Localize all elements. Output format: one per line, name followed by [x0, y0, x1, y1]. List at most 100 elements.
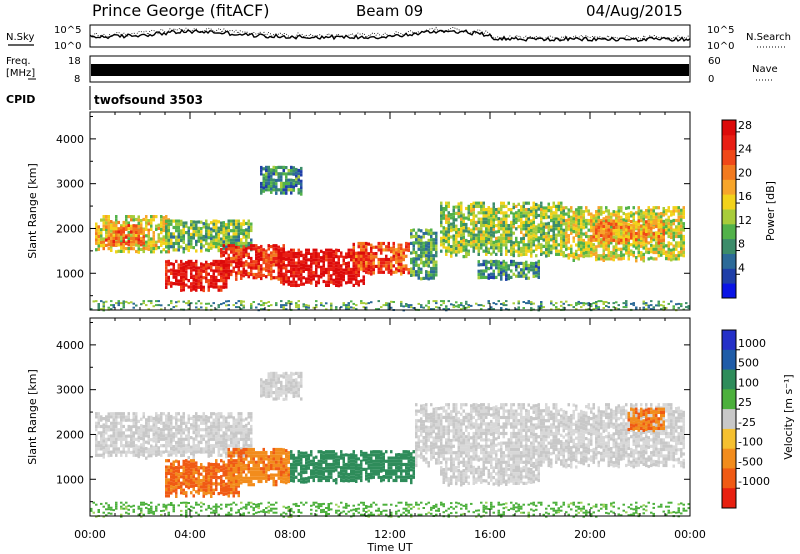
velocity-cell [115, 424, 118, 429]
velocity-cell [195, 444, 198, 448]
velocity-cell [210, 428, 213, 432]
power-cell [440, 300, 443, 303]
power-cell [602, 307, 605, 309]
velocity-cell [160, 421, 163, 425]
velocity-cell [225, 469, 228, 473]
power-cell [290, 267, 293, 271]
power-cell [222, 279, 225, 283]
power-cell [387, 302, 390, 305]
power-cell [330, 304, 333, 307]
power-cell [520, 224, 523, 228]
velocity-cell [100, 440, 103, 445]
power-cell [255, 250, 258, 254]
power-cell [592, 229, 595, 233]
power-cell [555, 306, 558, 309]
power-cell [282, 308, 285, 311]
power-cell [355, 308, 358, 311]
power-cell [577, 254, 580, 258]
power-cell [102, 307, 105, 310]
power-cell [680, 253, 683, 257]
power-cell [530, 301, 533, 304]
velocity-cell [185, 471, 188, 476]
power-cell [682, 250, 685, 255]
power-cell [472, 227, 475, 231]
power-cell [450, 251, 453, 255]
power-cell [292, 185, 295, 189]
power-cell [397, 262, 400, 266]
power-cell [140, 230, 143, 234]
power-cell [170, 281, 173, 285]
power-cell [150, 243, 153, 247]
power-cell [632, 244, 635, 248]
power-cell [572, 306, 575, 309]
power-cell [492, 234, 495, 238]
power-cell [672, 212, 675, 216]
power-cell [275, 185, 278, 189]
power-cell [217, 229, 220, 233]
power-cell [302, 263, 305, 267]
power-cell [315, 271, 318, 275]
power-cell [227, 229, 230, 233]
power-cell [235, 258, 238, 262]
velocity-cell [187, 479, 190, 483]
power-cell [225, 270, 228, 274]
power-cell [295, 264, 298, 268]
velocity-cell [155, 440, 158, 445]
power-cell [590, 219, 593, 223]
power-cell [617, 254, 620, 258]
velocity-cell [120, 428, 123, 432]
power-cell [275, 182, 278, 186]
power-cell [555, 249, 558, 253]
power-cell [612, 229, 615, 233]
power-cell [652, 215, 655, 219]
freq-unit: [MHz] [6, 68, 35, 79]
velocity-cell [180, 447, 183, 451]
nsky-tick-top-right: 10^5 [707, 25, 734, 36]
power-cell [670, 219, 673, 223]
power-cell [410, 267, 413, 271]
power-cell [355, 254, 358, 259]
power-cell [345, 306, 348, 309]
power-cell [120, 302, 123, 305]
velocity-cell [157, 417, 160, 421]
velocity-cell [225, 442, 228, 446]
power-cell [230, 238, 233, 242]
velocity-cell [162, 434, 165, 438]
power-cell [142, 232, 145, 236]
power-cell [545, 209, 548, 213]
velocity-cell [172, 425, 175, 429]
power-cell [300, 263, 303, 267]
power-cell [552, 230, 555, 234]
power-cell [292, 261, 295, 265]
power-cell [535, 228, 538, 232]
power-cell [315, 306, 318, 309]
power-cell [340, 270, 343, 274]
power-cell [290, 165, 293, 169]
power-cell [140, 219, 143, 223]
power-cell [365, 302, 368, 305]
power-cell [122, 220, 125, 225]
power-cell [212, 225, 215, 230]
power-cell [295, 180, 298, 184]
power-cell [402, 270, 405, 274]
power-cell [555, 227, 558, 231]
power-cell [357, 270, 360, 274]
power-cell [637, 244, 640, 248]
power-cell [527, 302, 530, 305]
power-cell [560, 300, 563, 303]
power-cell [617, 222, 620, 226]
velocity-cell [187, 463, 190, 467]
power-cell [642, 231, 645, 235]
power-cell [502, 236, 505, 241]
power-cell [415, 231, 418, 235]
power-cell [285, 280, 288, 284]
power-cell [477, 204, 480, 208]
power-cell [525, 260, 528, 264]
power-cell [430, 257, 433, 261]
power-cell [497, 226, 500, 230]
power-cell [415, 263, 418, 267]
velocity-cell [112, 428, 115, 432]
power-cell [657, 215, 660, 219]
power-cell [210, 278, 213, 282]
power-cell [220, 237, 223, 241]
